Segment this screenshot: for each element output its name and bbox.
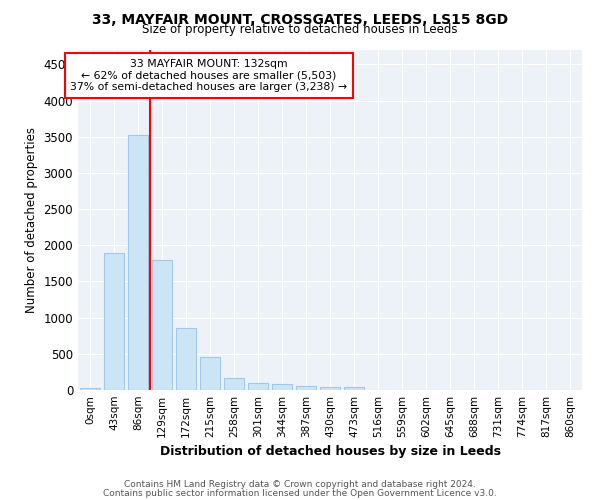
X-axis label: Distribution of detached houses by size in Leeds: Distribution of detached houses by size … [160, 446, 500, 458]
Bar [272, 384, 292, 390]
Bar [224, 378, 244, 390]
Text: Contains HM Land Registry data © Crown copyright and database right 2024.: Contains HM Land Registry data © Crown c… [124, 480, 476, 489]
Bar [152, 260, 172, 390]
Bar [128, 136, 148, 390]
Bar [176, 328, 196, 390]
Bar [344, 387, 364, 390]
Text: 33, MAYFAIR MOUNT, CROSSGATES, LEEDS, LS15 8GD: 33, MAYFAIR MOUNT, CROSSGATES, LEEDS, LS… [92, 12, 508, 26]
Bar [320, 387, 340, 390]
Bar [80, 388, 100, 390]
Bar [296, 386, 316, 390]
Text: Size of property relative to detached houses in Leeds: Size of property relative to detached ho… [142, 22, 458, 36]
Bar [104, 252, 124, 390]
Bar [200, 358, 220, 390]
Y-axis label: Number of detached properties: Number of detached properties [25, 127, 38, 313]
Bar [248, 383, 268, 390]
Text: 33 MAYFAIR MOUNT: 132sqm
← 62% of detached houses are smaller (5,503)
37% of sem: 33 MAYFAIR MOUNT: 132sqm ← 62% of detach… [70, 59, 347, 92]
Text: Contains public sector information licensed under the Open Government Licence v3: Contains public sector information licen… [103, 488, 497, 498]
